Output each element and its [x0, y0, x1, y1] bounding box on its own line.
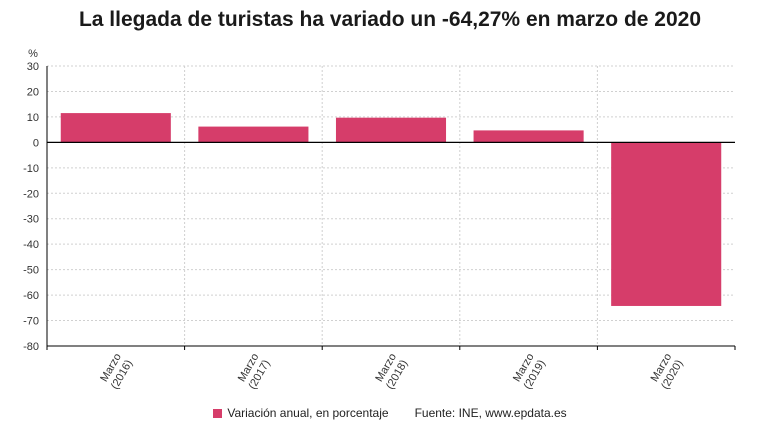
bar [198, 126, 309, 143]
y-tick-label: -70 [23, 316, 39, 328]
y-tick-label: 30 [27, 61, 39, 73]
bar [473, 130, 584, 143]
y-tick-label: -10 [23, 163, 39, 175]
y-tick-label: -30 [23, 214, 39, 226]
x-tick-label: Marzo(2020) [649, 352, 686, 392]
y-tick-label: 10 [27, 112, 39, 124]
y-tick-label: 20 [27, 86, 39, 98]
bar [60, 113, 171, 143]
bar [611, 142, 722, 306]
y-tick-label: -20 [23, 188, 39, 200]
legend: Variación anual, en porcentaje Fuente: IN… [0, 406, 780, 420]
legend-series-label: Variación anual, en porcentaje [227, 406, 389, 420]
y-tick-label: -60 [23, 290, 39, 302]
axes [46, 66, 736, 350]
y-tick-label: -40 [23, 239, 39, 251]
source-credit: Fuente: INE, www.epdata.es [414, 406, 567, 420]
tick-labels: %30 20 10 0 -10 -20 -30 -40 -50 -60 -70 -80 Marzo(20… [23, 48, 685, 392]
y-tick-label: 0 [33, 137, 39, 149]
legend-swatch [213, 409, 223, 418]
x-tick-label: Marzo(2018) [373, 352, 410, 392]
y-tick-label: -80 [23, 341, 39, 353]
bars [60, 113, 722, 306]
x-tick-label: Marzo(2019) [511, 352, 548, 392]
bar [335, 117, 447, 143]
chart-title: La llegada de turistas ha variado un -64… [78, 8, 702, 31]
y-axis-label: % [28, 48, 38, 60]
y-tick-label: -50 [23, 265, 39, 277]
x-tick-label: Marzo(2016) [98, 352, 135, 392]
x-tick-label: Marzo(2017) [236, 352, 273, 392]
